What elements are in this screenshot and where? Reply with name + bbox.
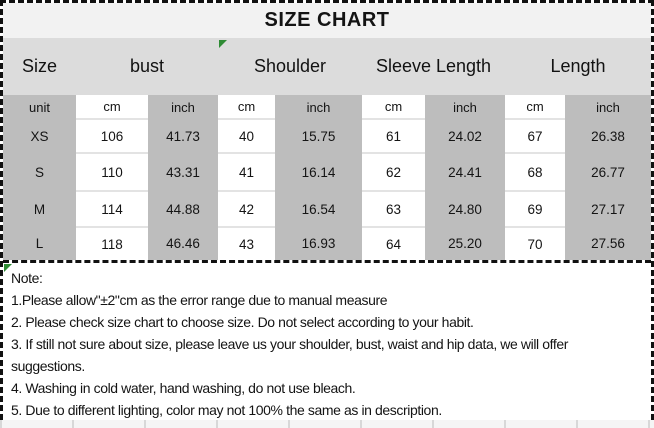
- table-cell: 41.73: [148, 119, 218, 153]
- table-cell: 24.41: [425, 153, 505, 191]
- table-cell: 26.38: [565, 119, 651, 153]
- table-cell: 64: [362, 227, 425, 260]
- note-line-1: 1.Please allow"±2"cm as the error range …: [11, 292, 388, 308]
- table-cell: 15.75: [275, 119, 362, 153]
- header-size: Size: [3, 38, 76, 95]
- header-shoulder: Shoulder: [218, 38, 362, 95]
- table-cell: 110: [76, 153, 148, 192]
- notes-heading: Note:: [11, 270, 43, 286]
- header-length: Length: [505, 38, 651, 95]
- notes-section: Note: 1.Please allow"±2"cm as the error …: [3, 260, 651, 421]
- table-cell: 44.88: [148, 191, 218, 227]
- note-line-3-continued: suggestions.: [11, 358, 85, 374]
- table-cell: 61: [362, 119, 425, 154]
- size-cell: L: [3, 227, 76, 260]
- bottom-strip: [0, 420, 654, 428]
- table-header-row: Size bust Shoulder Sleeve Length Length: [3, 38, 651, 95]
- unit-cell: cm: [362, 95, 425, 120]
- size-cell: M: [3, 191, 76, 227]
- note-line-5: 5. Due to different lighting, color may …: [11, 402, 442, 418]
- table-cell: 69: [505, 191, 565, 228]
- green-triangle-marker-note: [4, 264, 12, 272]
- table-cell: 114: [76, 191, 148, 228]
- size-cell: XS: [3, 119, 76, 153]
- table-cell: 41: [218, 153, 275, 192]
- table-cell: 27.56: [565, 227, 651, 260]
- unit-row: unit cm inch cm inch cm inch cm inch: [3, 95, 651, 120]
- size-table: Size bust Shoulder Sleeve Length Length …: [3, 38, 651, 260]
- table-cell: 68: [505, 153, 565, 192]
- table-cell: 40: [218, 119, 275, 154]
- table-cell: 24.80: [425, 191, 505, 227]
- table-cell: 42: [218, 191, 275, 228]
- table-cell: 43.31: [148, 153, 218, 191]
- table-row-l: L 118 46.46 43 16.93 64 25.20 70 27.56: [3, 227, 651, 260]
- unit-cell: cm: [218, 95, 275, 120]
- unit-label-cell: unit: [3, 95, 76, 119]
- table-cell: 24.02: [425, 119, 505, 153]
- table-cell: 16.14: [275, 153, 362, 191]
- header-bust: bust: [76, 38, 218, 95]
- unit-cell: inch: [148, 95, 218, 119]
- green-triangle-marker-shoulder: [219, 40, 227, 48]
- table-cell: 63: [362, 191, 425, 228]
- table-cell: 16.54: [275, 191, 362, 227]
- table-cell: 16.93: [275, 227, 362, 260]
- table-cell: 46.46: [148, 227, 218, 260]
- table-cell: 43: [218, 227, 275, 260]
- note-line-2: 2. Please check size chart to choose siz…: [11, 314, 474, 330]
- header-sleeve-length: Sleeve Length: [362, 38, 505, 95]
- note-line-4: 4. Washing in cold water, hand washing, …: [11, 380, 356, 396]
- unit-cell: cm: [76, 95, 148, 120]
- table-cell: 70: [505, 227, 565, 260]
- table-row-xs: XS 106 41.73 40 15.75 61 24.02 67 26.38: [3, 119, 651, 154]
- table-cell: 26.77: [565, 153, 651, 191]
- table-cell: 25.20: [425, 227, 505, 260]
- table-cell: 27.17: [565, 191, 651, 227]
- table-row-m: M 114 44.88 42 16.54 63 24.80 69 27.17: [3, 191, 651, 228]
- unit-cell: inch: [275, 95, 362, 119]
- unit-cell: inch: [425, 95, 505, 119]
- note-line-3: 3. If still not sure about size, please …: [11, 336, 568, 352]
- unit-cell: cm: [505, 95, 565, 120]
- page-title: SIZE CHART: [3, 3, 651, 38]
- table-cell: 67: [505, 119, 565, 154]
- table-cell: 106: [76, 119, 148, 154]
- table-cell: 118: [76, 227, 148, 260]
- size-cell: S: [3, 153, 76, 191]
- table-row-s: S 110 43.31 41 16.14 62 24.41 68 26.77: [3, 153, 651, 192]
- unit-cell: inch: [565, 95, 651, 119]
- table-cell: 62: [362, 153, 425, 192]
